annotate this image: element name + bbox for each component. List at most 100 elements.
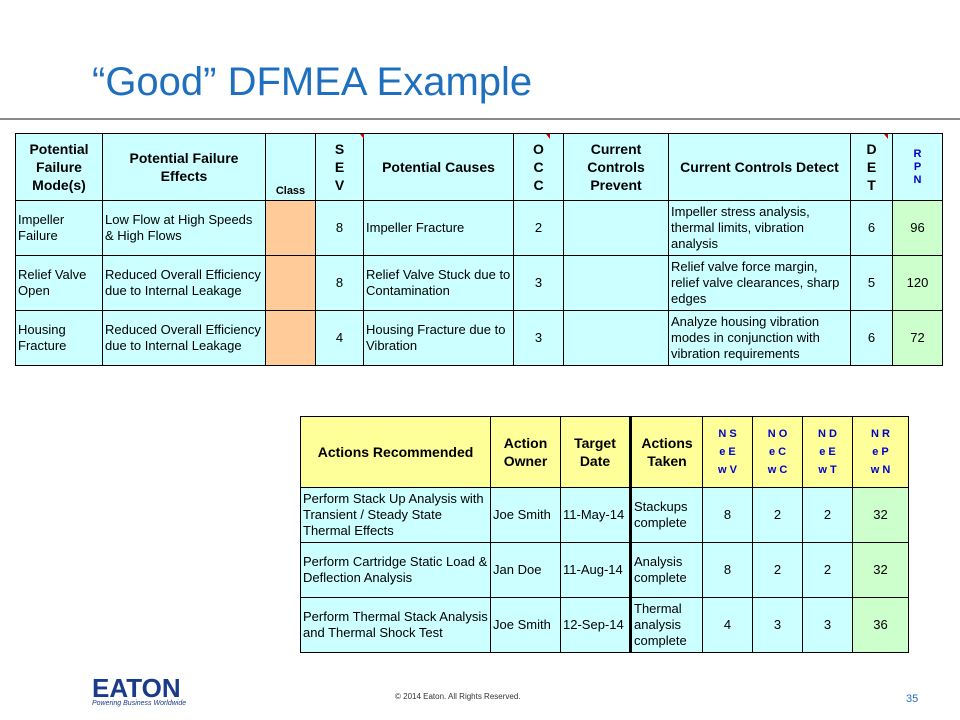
failure-effects-cell: Reduced Overall Efficiency due to Intern…	[102, 310, 266, 366]
header-action-owner: Action Owner	[490, 416, 561, 488]
header-new-rpn-line: e P	[872, 446, 889, 458]
failure-mode-cell: Housing Fracture	[15, 310, 103, 366]
header-new-sev-line: N S	[718, 428, 737, 440]
new-det-cell: 2	[802, 542, 853, 598]
page-number: 35	[906, 693, 919, 705]
header-new-sev-line: w V	[718, 464, 737, 476]
copyright-notice: © 2014 Eaton. All Rights Reserved.	[395, 692, 521, 701]
dfmea-table: Potential Failure Mode(s) Potential Fail…	[15, 133, 943, 366]
causes-cell: Relief Valve Stuck due to Contamination	[363, 255, 514, 311]
actions-taken-cell: Analysis complete	[629, 542, 703, 598]
occ-cell: 2	[513, 200, 564, 256]
failure-effects-cell: Low Flow at High Speeds & High Flows	[102, 200, 266, 256]
header-occ-letter: C	[533, 177, 544, 193]
class-cell	[265, 200, 316, 256]
new-sev-cell: 8	[702, 487, 753, 543]
header-new-occ-line: e C	[768, 446, 787, 458]
header-sev: S E V	[315, 133, 364, 201]
new-rpn-cell: 32	[852, 487, 909, 543]
action-owner-cell: Joe Smith	[490, 487, 561, 543]
header-new-det-line: w T	[818, 464, 837, 476]
header-actions-taken: Actions Taken	[629, 416, 703, 488]
header-det-letter: E	[866, 159, 877, 175]
eaton-logo: EATON	[92, 675, 181, 703]
header-occ: O C C	[513, 133, 564, 201]
sev-cell: 8	[315, 255, 364, 311]
actions-taken-cell: Stackups complete	[629, 487, 703, 543]
new-sev-cell: 8	[702, 542, 753, 598]
class-cell	[265, 310, 316, 366]
actions-recommended-cell: Perform Cartridge Static Load & Deflecti…	[300, 542, 491, 598]
header-causes: Potential Causes	[363, 133, 514, 201]
failure-mode-cell: Impeller Failure	[15, 200, 103, 256]
header-actions-recommended: Actions Recommended	[300, 416, 491, 488]
rpn-cell: 72	[892, 310, 943, 366]
failure-effects-cell: Reduced Overall Efficiency due to Intern…	[102, 255, 266, 311]
class-cell	[265, 255, 316, 311]
table-row: Perform Cartridge Static Load & Deflecti…	[300, 542, 909, 598]
prevent-cell	[563, 200, 669, 256]
header-sev-letter: S	[334, 141, 345, 157]
target-date-cell: 11-Aug-14	[560, 542, 631, 598]
comment-marker-icon	[546, 134, 550, 139]
header-rpn-letter: R	[913, 147, 922, 160]
header-new-sev: N S e E w V	[702, 416, 753, 488]
new-det-cell: 3	[802, 597, 853, 653]
new-occ-cell: 2	[752, 487, 803, 543]
header-target-date: Target Date	[560, 416, 631, 488]
detect-cell: Analyze housing vibration modes in conju…	[668, 310, 851, 366]
new-det-cell: 2	[802, 487, 853, 543]
detect-cell: Impeller stress analysis, thermal limits…	[668, 200, 851, 256]
det-cell: 5	[850, 255, 893, 311]
new-occ-cell: 2	[752, 542, 803, 598]
table-row: Relief Valve Open Reduced Overall Effici…	[15, 255, 943, 311]
header-controls-detect: Current Controls Detect	[668, 133, 851, 201]
header-new-det-line: N D	[818, 428, 837, 440]
header-new-occ: N O e C w C	[752, 416, 803, 488]
action-owner-cell: Jan Doe	[490, 542, 561, 598]
table-header-row: Potential Failure Mode(s) Potential Fail…	[15, 133, 943, 201]
new-rpn-cell: 32	[852, 542, 909, 598]
header-new-occ-line: w C	[767, 464, 788, 476]
new-sev-cell: 4	[702, 597, 753, 653]
action-owner-cell: Joe Smith	[490, 597, 561, 653]
det-cell: 6	[850, 200, 893, 256]
header-new-rpn-line: N R	[871, 428, 890, 440]
header-occ-letter: C	[533, 159, 544, 175]
header-rpn-letter: P	[913, 160, 922, 173]
table-row: Impeller Failure Low Flow at High Speeds…	[15, 200, 943, 256]
sev-cell: 4	[315, 310, 364, 366]
header-det-letter: D	[866, 141, 877, 157]
detect-cell: Relief valve force margin, relief valve …	[668, 255, 851, 311]
header-new-rpn-line: w N	[870, 464, 891, 476]
actions-recommended-cell: Perform Stack Up Analysis with Transient…	[300, 487, 491, 543]
title-divider	[0, 118, 960, 120]
header-new-det-line: e E	[819, 446, 836, 458]
actions-taken-cell: Thermal analysis complete	[629, 597, 703, 653]
comment-marker-icon	[360, 134, 364, 139]
header-new-rpn: N R e P w N	[852, 416, 909, 488]
actions-table: Actions Recommended Action Owner Target …	[300, 416, 909, 653]
header-sev-letter: V	[334, 177, 345, 193]
prevent-cell	[563, 310, 669, 366]
header-new-sev-line: e E	[719, 446, 736, 458]
header-new-occ-line: N O	[767, 428, 788, 440]
prevent-cell	[563, 255, 669, 311]
eaton-logo-text: EATON	[92, 675, 181, 703]
header-failure-mode: Potential Failure Mode(s)	[15, 133, 103, 201]
header-det-letter: T	[867, 177, 876, 193]
rpn-cell: 96	[892, 200, 943, 256]
header-new-det: N D e E w T	[802, 416, 853, 488]
causes-cell: Impeller Fracture	[363, 200, 514, 256]
new-rpn-cell: 36	[852, 597, 909, 653]
target-date-cell: 12-Sep-14	[560, 597, 631, 653]
occ-cell: 3	[513, 255, 564, 311]
table-row: Perform Stack Up Analysis with Transient…	[300, 487, 909, 543]
target-date-cell: 11-May-14	[560, 487, 631, 543]
header-occ-letter: O	[533, 141, 544, 157]
header-sev-letter: E	[334, 159, 345, 175]
new-occ-cell: 3	[752, 597, 803, 653]
slide-title: “Good” DFMEA Example	[92, 60, 533, 104]
header-failure-effects: Potential Failure Effects	[102, 133, 266, 201]
header-rpn-letter: N	[913, 173, 922, 186]
